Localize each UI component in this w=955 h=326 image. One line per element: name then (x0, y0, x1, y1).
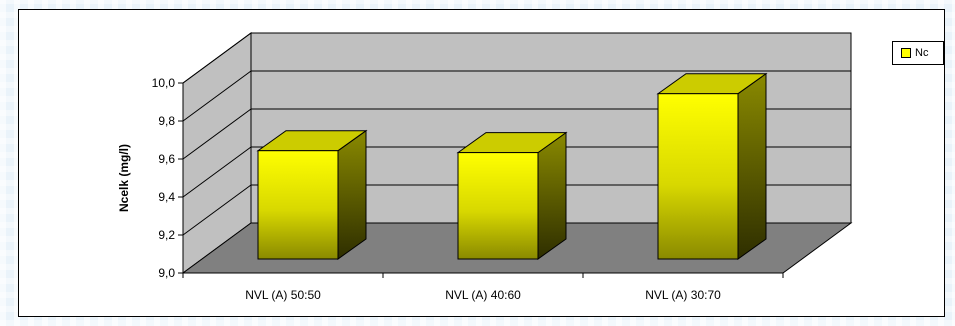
legend: Nc (892, 41, 944, 65)
x-category-labels: NVL (A) 50:50 NVL (A) 40:60 NVL (A) 30:70 (245, 288, 721, 302)
legend-label-nc: Nc (915, 47, 929, 59)
gridline-side (182, 184, 252, 236)
y-tick-label: 9,6 (158, 152, 175, 166)
x-category-label: NVL (A) 50:50 (245, 288, 321, 302)
y-tick-label: 9,4 (158, 190, 175, 204)
y-tick-label: 9,0 (158, 266, 175, 280)
gridline-side (182, 70, 252, 122)
gridline-side (182, 108, 252, 160)
y-axis-label: Ncelk (mg/l) (117, 144, 131, 212)
gridline-side (182, 32, 252, 84)
gridline-side (182, 146, 252, 198)
bar-1 (256, 129, 368, 260)
bars (256, 72, 768, 260)
bar-front (657, 93, 739, 260)
y-tick-label: 9,2 (158, 228, 175, 242)
bar-side (737, 72, 767, 260)
bar-front (257, 150, 339, 260)
legend-swatch-nc (901, 48, 911, 58)
bar-side (537, 131, 567, 260)
y-tick-labels: 9,0 9,2 9,4 9,6 9,8 10,0 (152, 76, 176, 280)
x-category-label: NVL (A) 40:60 (445, 288, 521, 302)
axes (178, 82, 784, 278)
y-tick-label: 9,8 (158, 114, 175, 128)
bar-2 (456, 131, 568, 260)
y-tick-label: 10,0 (152, 76, 176, 90)
bar-side (337, 129, 367, 260)
bar-front (457, 152, 539, 260)
x-category-label: NVL (A) 30:70 (645, 288, 721, 302)
bar-3 (656, 72, 768, 260)
